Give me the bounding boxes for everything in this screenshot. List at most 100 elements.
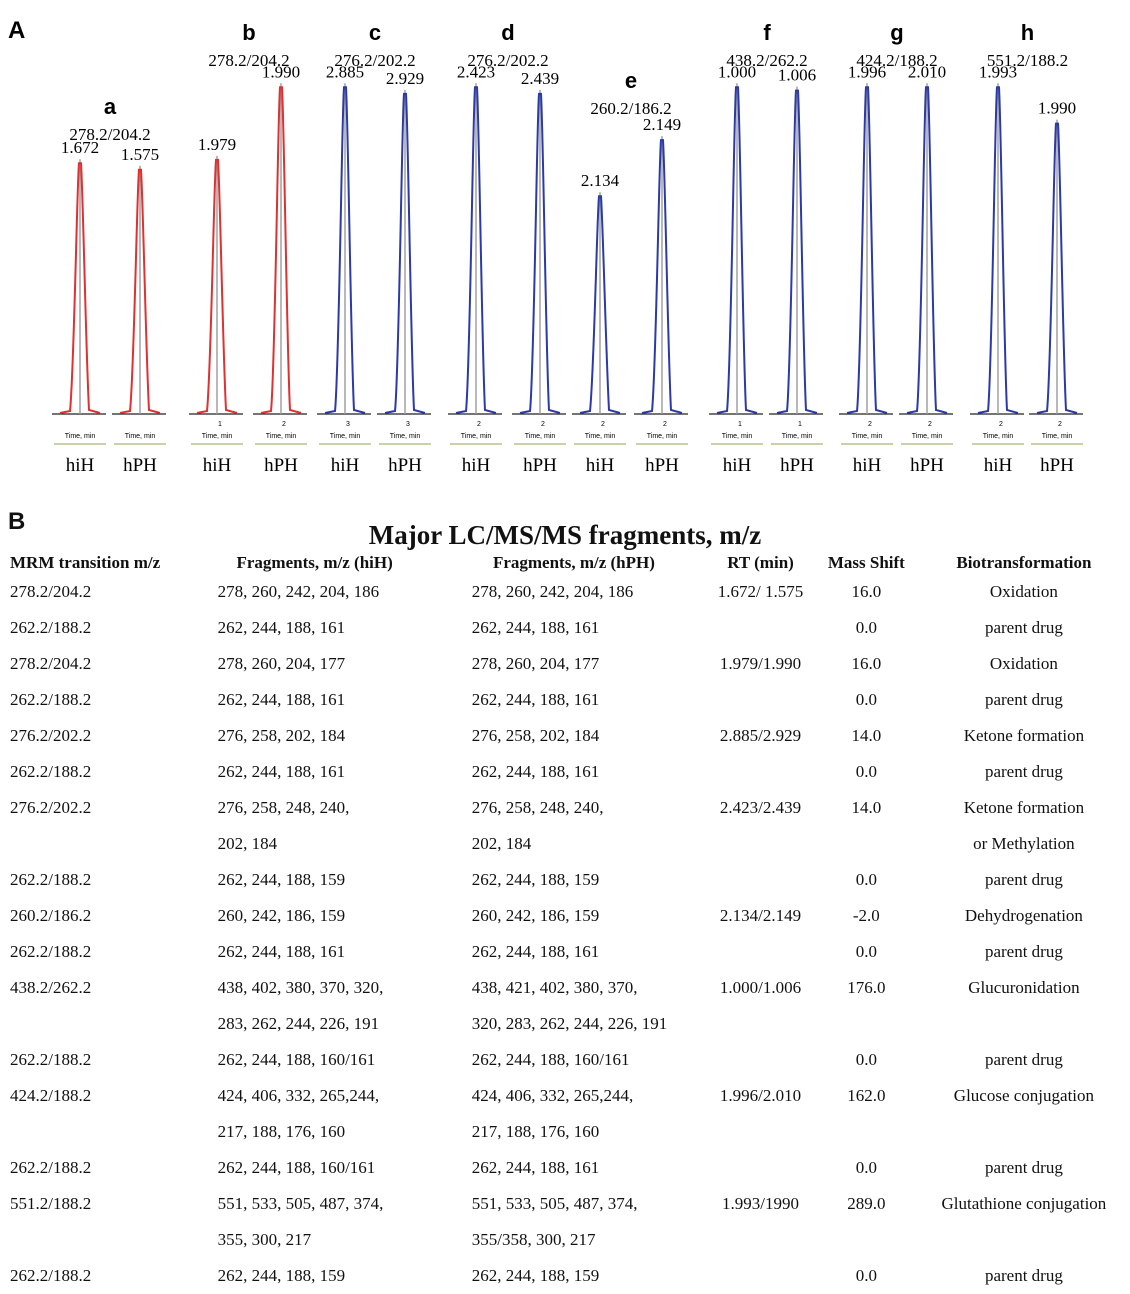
cell-rt (706, 610, 815, 646)
cell-biotransformation: Oxidation (918, 574, 1130, 610)
cell-fragments-hph: 278, 260, 242, 204, 186 (442, 574, 706, 610)
cell-rt (706, 1114, 815, 1150)
x-tick-label: 2 (928, 421, 932, 428)
group-letter: c (369, 20, 381, 45)
condition-label: hiH (462, 455, 491, 476)
cell-rt (706, 1006, 815, 1042)
x-axis-label: Time, min (202, 433, 233, 440)
x-tick-label: 2 (282, 421, 286, 428)
x-axis-label: Time, min (722, 433, 753, 440)
cell-mass-shift: 16.0 (815, 646, 918, 682)
table-row: 283, 262, 244, 226, 191 320, 283, 262, 24… (10, 1006, 1130, 1042)
retention-time-label: 1.990 (1038, 99, 1076, 118)
cell-biotransformation: Ketone formation (918, 718, 1130, 754)
cell-fragments-hih: 278, 260, 204, 177 (188, 646, 442, 682)
cell-biotransformation: Dehydrogenation (918, 898, 1130, 934)
cell-biotransformation: parent drug (918, 934, 1130, 970)
cell-rt (706, 1150, 815, 1186)
cell-rt (706, 934, 815, 970)
panel-label-a: A (8, 17, 25, 44)
cell-fragments-hih: 262, 244, 188, 161 (188, 754, 442, 790)
x-tick-label: 2 (868, 421, 872, 428)
retention-time-label: 1.993 (979, 62, 1017, 81)
table-row: 262.2/188.2 262, 244, 188, 161 262, 244, 1… (10, 754, 1130, 790)
table-header-row: MRM transition m/z Fragments, m/z (hiH) … (10, 552, 1130, 574)
cell-biotransformation: Glucose conjugation (918, 1078, 1130, 1114)
condition-label: hPH (910, 455, 944, 476)
table-row: 260.2/186.2 260, 242, 186, 159 260, 242, 1… (10, 898, 1130, 934)
cell-biotransformation (918, 1006, 1130, 1042)
header-fragments-hih: Fragments, m/z (hiH) (188, 552, 442, 574)
table-title: Major LC/MS/MS fragments, m/z (0, 520, 1130, 551)
cell-mass-shift: 14.0 (815, 790, 918, 826)
retention-time-label: 2.423 (457, 62, 495, 81)
retention-time-label: 1.000 (718, 62, 756, 81)
table-row: 262.2/188.2 262, 244, 188, 160/161 262, 24… (10, 1150, 1130, 1186)
x-tick-label: 3 (346, 421, 350, 428)
cell-fragments-hph: 202, 184 (442, 826, 706, 862)
cell-mass-shift (815, 1006, 918, 1042)
condition-label: hPH (523, 455, 557, 476)
cell-fragments-hih: 276, 258, 202, 184 (188, 718, 442, 754)
cell-mass-shift: 289.0 (815, 1186, 918, 1222)
cell-mrm-transition: 262.2/188.2 (10, 682, 188, 718)
cell-mrm-transition: 278.2/204.2 (10, 646, 188, 682)
group-letter: h (1021, 20, 1034, 45)
cell-mrm-transition: 262.2/188.2 (10, 1258, 188, 1294)
table-row: 262.2/188.2 262, 244, 188, 160/161 262, 24… (10, 1042, 1130, 1078)
group-letter: a (104, 94, 117, 119)
cell-biotransformation: parent drug (918, 682, 1130, 718)
cell-mass-shift: 176.0 (815, 970, 918, 1006)
cell-biotransformation: parent drug (918, 754, 1130, 790)
group-letter: f (763, 20, 771, 45)
cell-rt: 1.979/1.990 (706, 646, 815, 682)
cell-fragments-hph: 217, 188, 176, 160 (442, 1114, 706, 1150)
x-axis-label: Time, min (266, 433, 297, 440)
condition-label: hPH (1040, 455, 1074, 476)
condition-label: hiH (66, 455, 95, 476)
cell-biotransformation: Ketone formation (918, 790, 1130, 826)
condition-label: hiH (723, 455, 752, 476)
cell-fragments-hih: 355, 300, 217 (188, 1222, 442, 1258)
cell-fragments-hph: 262, 244, 188, 161 (442, 754, 706, 790)
cell-mass-shift: 0.0 (815, 1042, 918, 1078)
condition-label: hiH (853, 455, 882, 476)
x-tick-label: 2 (541, 421, 545, 428)
header-fragments-hph: Fragments, m/z (hPH) (442, 552, 706, 574)
cell-rt: 2.885/2.929 (706, 718, 815, 754)
retention-time-label: 2.134 (581, 171, 620, 190)
x-axis-label: Time, min (1042, 433, 1073, 440)
group-letter: e (625, 68, 637, 93)
condition-label: hPH (780, 455, 814, 476)
retention-time-label: 1.575 (121, 145, 159, 164)
condition-label: hPH (645, 455, 679, 476)
x-axis-label: Time, min (912, 433, 943, 440)
cell-mass-shift (815, 826, 918, 862)
cell-fragments-hih: 276, 258, 248, 240, (188, 790, 442, 826)
x-axis-label: Time, min (65, 433, 96, 440)
cell-mass-shift: 0.0 (815, 1150, 918, 1186)
cell-mrm-transition: 551.2/188.2 (10, 1186, 188, 1222)
cell-fragments-hih: 424, 406, 332, 265,244, (188, 1078, 442, 1114)
x-axis-label: Time, min (525, 433, 556, 440)
cell-mass-shift: 0.0 (815, 1258, 918, 1294)
cell-mass-shift: 16.0 (815, 574, 918, 610)
cell-fragments-hph: 424, 406, 332, 265,244, (442, 1078, 706, 1114)
table-row: 262.2/188.2 262, 244, 188, 159 262, 244, 1… (10, 862, 1130, 898)
cell-mrm-transition: 262.2/188.2 (10, 934, 188, 970)
group-letter: d (501, 20, 514, 45)
cell-rt (706, 1222, 815, 1258)
group-letter: b (242, 20, 255, 45)
cell-biotransformation (918, 1114, 1130, 1150)
x-axis-label: Time, min (782, 433, 813, 440)
cell-mrm-transition: 262.2/188.2 (10, 1150, 188, 1186)
cell-fragments-hih: 262, 244, 188, 159 (188, 1258, 442, 1294)
cell-fragments-hih: 438, 402, 380, 370, 320, (188, 970, 442, 1006)
cell-fragments-hph: 262, 244, 188, 161 (442, 610, 706, 646)
condition-label: hiH (586, 455, 615, 476)
group-letter: g (890, 20, 903, 45)
cell-fragments-hih: 262, 244, 188, 160/161 (188, 1042, 442, 1078)
cell-fragments-hih: 551, 533, 505, 487, 374, (188, 1186, 442, 1222)
fragments-table: MRM transition m/z Fragments, m/z (hiH) … (10, 552, 1130, 1294)
